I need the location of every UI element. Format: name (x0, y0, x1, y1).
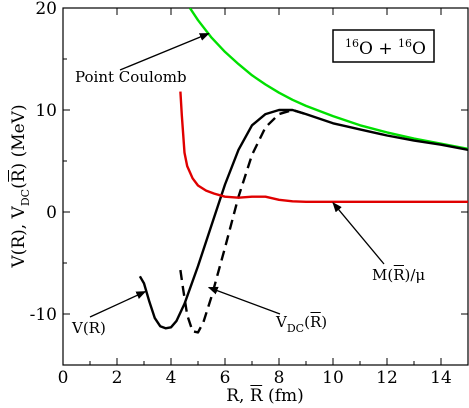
annotation-v-r: V(R) (71, 290, 147, 337)
svg-text:Point Coulomb: Point Coulomb (75, 68, 187, 86)
svg-text:M(R)/μ: M(R)/μ (372, 266, 425, 284)
series-line-v-r (138, 108, 468, 330)
annotation-point-coulomb: Point Coulomb (75, 32, 210, 86)
x-tick-label: 0 (58, 368, 69, 388)
svg-text:V(R): V(R) (71, 319, 106, 337)
y-tick-label: -10 (30, 305, 57, 325)
system-label: 16O + 16O (332, 29, 435, 63)
x-axis-label: R, R (fm) (226, 386, 304, 406)
y-axis-label: V(R), VDC(R) (MeV) (8, 104, 32, 269)
y-tick-label: 10 (35, 101, 57, 121)
annotation-v-dc: VDC(R) (207, 286, 327, 335)
x-axis-label-rbar: R (250, 386, 264, 406)
y-tick-label: 0 (46, 203, 57, 223)
x-tick-label: 4 (166, 368, 177, 388)
series-line-v-dc (179, 108, 307, 334)
x-tick-label: 10 (322, 368, 344, 388)
svg-text:16O + 16O: 16O + 16O (345, 37, 426, 59)
x-tick-label: 12 (376, 368, 398, 388)
annotation-m-ratio: M(R)/μ (332, 202, 425, 284)
series-line-m-ratio (179, 91, 468, 203)
y-tick-label: 20 (35, 0, 57, 19)
series-layer (138, 8, 468, 334)
x-tick-label: 2 (112, 368, 123, 388)
plot-area (62, 7, 469, 366)
x-tick-label: 8 (274, 368, 285, 388)
svg-text:VDC(R): VDC(R) (275, 313, 327, 335)
system-label-box (332, 29, 435, 63)
svg-text:V(R), VDC(R) (MeV): V(R), VDC(R) (MeV) (9, 104, 32, 268)
y-axis: -10 0 10 20 (30, 0, 468, 325)
series-line-point-coulomb (188, 8, 468, 150)
x-axis: 0 2 4 6 8 10 12 14 (58, 8, 452, 388)
x-tick-label: 14 (430, 368, 452, 388)
x-tick-label: 6 (220, 368, 231, 388)
